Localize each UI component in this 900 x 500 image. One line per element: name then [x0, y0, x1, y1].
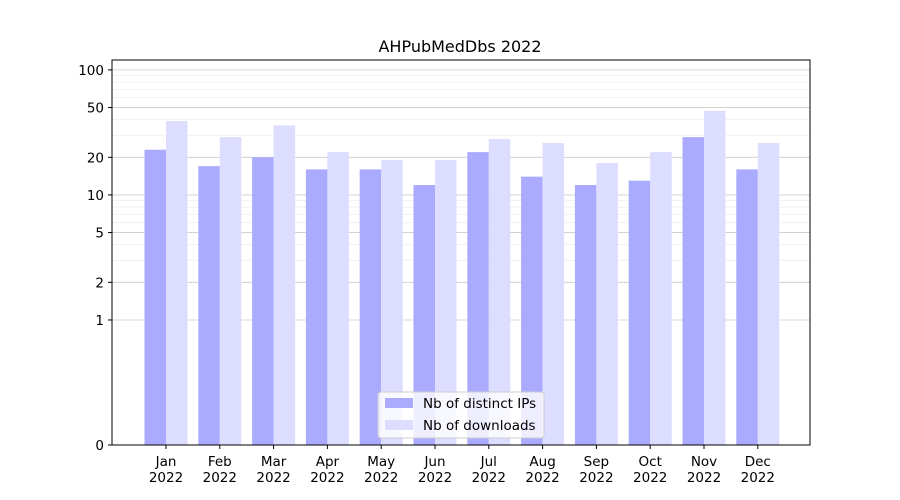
- bar-downloads: [166, 121, 188, 446]
- x-axis: Jan2022Feb2022Mar2022Apr2022May2022Jun20…: [149, 445, 775, 486]
- x-tick-label-month: Jan: [155, 454, 177, 470]
- y-tick-label: 1: [95, 313, 104, 329]
- chart-title: AHPubMedDbs 2022: [378, 37, 541, 56]
- y-tick-label: 0: [95, 438, 104, 454]
- legend-swatch-distinct-ips: [385, 398, 413, 408]
- x-tick-label-month: Apr: [316, 454, 340, 470]
- bar-distinct-ips: [736, 169, 758, 445]
- bar-downloads: [596, 163, 618, 445]
- bar-downloads: [704, 110, 726, 445]
- y-tick-label: 20: [87, 150, 104, 166]
- x-tick-label-year: 2022: [203, 470, 237, 486]
- bar-downloads: [757, 143, 780, 445]
- bar-downloads: [327, 152, 349, 445]
- bar-downloads: [650, 152, 672, 445]
- bar-downloads: [542, 143, 565, 445]
- x-tick-label-month: Feb: [208, 454, 232, 470]
- y-tick-label: 50: [87, 101, 104, 117]
- x-tick-label-year: 2022: [525, 470, 559, 486]
- x-tick-label-month: Jun: [423, 454, 445, 470]
- bar-downloads: [381, 160, 403, 445]
- x-tick-label-month: May: [367, 454, 395, 470]
- x-tick-label-month: Sep: [584, 454, 609, 470]
- y-tick-label: 100: [78, 63, 104, 79]
- legend-label-distinct-ips: Nb of distinct IPs: [423, 396, 536, 412]
- x-tick-label-month: Aug: [529, 454, 555, 470]
- x-tick-label-year: 2022: [149, 470, 183, 486]
- x-tick-label-month: Oct: [639, 454, 662, 470]
- legend-swatch-downloads: [385, 420, 413, 430]
- bar-distinct-ips: [305, 169, 328, 445]
- bar-distinct-ips: [198, 166, 220, 445]
- x-tick-label-year: 2022: [364, 470, 398, 486]
- bar-distinct-ips: [413, 185, 435, 445]
- y-tick-label: 5: [95, 226, 104, 242]
- x-tick-label-month: Mar: [261, 454, 287, 470]
- legend-box: [377, 391, 545, 439]
- bars: [144, 110, 780, 446]
- bar-downloads: [273, 125, 296, 445]
- y-tick-label: 10: [87, 188, 104, 204]
- x-tick-label-year: 2022: [687, 470, 721, 486]
- y-axis: 0 1 2 5 10 20 50 100: [78, 63, 112, 454]
- x-tick-label-year: 2022: [633, 470, 667, 486]
- bar-distinct-ips: [359, 169, 382, 445]
- bar-distinct-ips: [144, 149, 166, 446]
- bar-distinct-ips: [574, 185, 597, 445]
- bar-downloads: [488, 139, 511, 445]
- legend: Nb of distinct IPs Nb of downloads: [377, 391, 545, 439]
- x-tick-label-month: Jul: [480, 454, 497, 470]
- y-tick-label: 2: [95, 275, 104, 291]
- bar-distinct-ips: [252, 157, 274, 445]
- x-tick-label-year: 2022: [579, 470, 613, 486]
- bar-downloads: [219, 137, 242, 445]
- x-tick-label-month: Dec: [745, 454, 771, 470]
- bar-distinct-ips: [682, 137, 704, 445]
- bar-distinct-ips: [521, 176, 543, 445]
- legend-label-downloads: Nb of downloads: [423, 418, 536, 434]
- bar-downloads: [435, 160, 457, 445]
- x-tick-label-year: 2022: [256, 470, 290, 486]
- plot-frame: [111, 59, 811, 446]
- x-tick-label-year: 2022: [472, 470, 506, 486]
- x-tick-label-year: 2022: [741, 470, 775, 486]
- bar-distinct-ips: [467, 152, 489, 445]
- x-tick-label-year: 2022: [418, 470, 452, 486]
- x-tick-label-year: 2022: [310, 470, 344, 486]
- bar-distinct-ips: [628, 180, 651, 445]
- x-tick-label-month: Nov: [691, 454, 717, 470]
